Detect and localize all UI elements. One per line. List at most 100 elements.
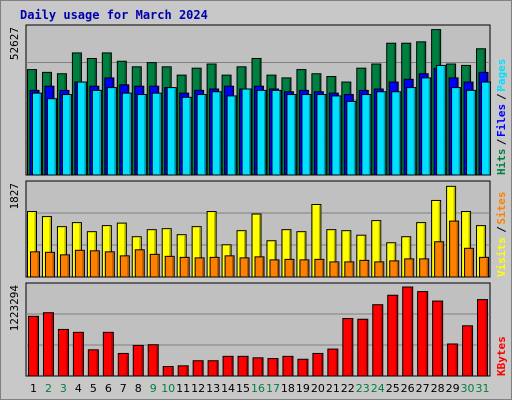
bar-kbytes-day-18 [282,355,294,377]
x-tick-label-day-4: 4 [75,382,82,395]
bar-kbytes-day-1 [28,315,39,377]
bar-kbytes-day-10-shade [171,367,173,375]
bar-sites-day-17-shade [276,260,279,276]
bar-kbytes-day-15 [237,355,249,377]
bar-pages-day-24-shade [383,92,386,174]
bar-kbytes-day-22-shade [350,319,353,375]
bar-sites-day-23 [359,259,370,278]
bar-kbytes-day-31 [477,299,489,377]
bar-pages-day-13 [211,91,222,176]
bar-kbytes-day-20-shade [320,354,323,375]
bar-visits-day-20-shade [318,205,321,276]
x-tick-label-day-11: 11 [176,382,190,395]
bar-sites-day-26-shade [411,259,414,276]
bar-sites-day-7 [119,255,130,278]
bar-sites-day-14-shade [232,256,234,276]
bar-pages-day-30 [466,89,477,176]
bar-kbytes-day-29-shade [455,344,458,375]
bar-pages-day-1 [32,92,42,176]
bar-pages-day-25-shade [398,92,401,174]
bar-sites-day-15-shade [247,258,249,276]
bar-sites-day-1-shade [37,252,39,276]
x-tick-label-day-17: 17 [266,382,280,395]
legend-pages: Pages [495,59,508,92]
bar-pages-day-18-shade [293,95,296,174]
bar-pages-day-25 [391,91,402,176]
bar-sites-day-6 [104,251,115,278]
bar-visits-day-1-shade [34,212,36,276]
x-tick-label-day-9: 9 [150,382,157,395]
bar-visits-day-19-shade [303,232,306,276]
bar-sites-day-12 [194,257,205,278]
bar-pages-day-11 [181,96,192,176]
bar-kbytes-day-16-shade [261,358,263,375]
bar-pages-day-2 [46,98,57,176]
bar-pages-day-28-shade [443,66,446,174]
bar-kbytes-day-6 [102,331,114,377]
ymax-label-kbytes: 1223294 [8,285,21,332]
bar-sites-day-14 [224,255,235,278]
bar-kbytes-day-28-shade [440,302,443,375]
bar-kbytes-day-4-shade [81,333,83,375]
x-tick-label-day-8: 8 [135,382,142,395]
bar-sites-day-23-shade [366,261,369,276]
bar-kbytes-day-5 [87,349,99,377]
x-tick-label-day-22: 22 [341,382,355,395]
bar-kbytes-day-27-shade [425,292,428,375]
bar-pages-day-14 [226,95,237,176]
bar-kbytes-day-9-shade [156,345,158,375]
bar-kbytes-day-7-shade [126,354,128,375]
bar-pages-day-27 [421,77,432,176]
bar-kbytes-day-7 [117,352,129,377]
x-tick-label-day-6: 6 [105,382,112,395]
bar-sites-day-22 [344,261,355,278]
bar-pages-day-22-shade [353,102,356,174]
bar-kbytes-day-20 [312,352,324,377]
bar-pages-day-19 [301,94,312,176]
bar-pages-day-29-shade [458,88,461,174]
bar-sites-day-22-shade [351,262,354,276]
bar-visits-day-11-shade [184,235,186,276]
x-tick-label-day-2: 2 [45,382,52,395]
bar-kbytes-day-14-shade [231,357,233,375]
bar-visits-day-10-shade [169,229,171,276]
bar-pages-day-26 [406,87,417,176]
bar-kbytes-day-21 [327,348,339,377]
bar-pages-day-7 [121,92,132,176]
bar-pages-day-5 [91,89,102,176]
bar-sites-day-12-shade [202,258,204,276]
bar-sites-day-30 [464,247,475,278]
bar-visits-day-6-shade [109,226,111,276]
bar-pages-day-6 [106,87,117,176]
bar-kbytes-day-19 [297,358,309,377]
bar-pages-day-15-shade [249,89,251,174]
ymax-label-hits-files-pages: 52627 [8,27,21,60]
bar-kbytes-day-17-shade [275,359,278,375]
bar-kbytes-day-29 [447,343,459,377]
bar-kbytes-day-22 [342,318,354,377]
bar-kbytes-day-23-shade [365,320,368,375]
bar-kbytes-day-1-shade [36,317,38,375]
bar-pages-day-23 [361,94,372,176]
bar-pages-day-21-shade [338,96,341,174]
bar-pages-day-5-shade [99,91,101,174]
bar-visits-day-17-shade [273,241,276,276]
bar-pages-day-3 [61,94,72,176]
bar-pages-day-13-shade [219,92,221,174]
x-tick-label-day-13: 13 [206,382,220,395]
bar-sites-day-16-shade [262,257,264,276]
bar-pages-day-26-shade [413,88,416,174]
x-tick-label-day-16: 16 [251,382,265,395]
bar-kbytes-day-16 [252,357,264,377]
bar-visits-day-24-shade [378,221,381,276]
bar-kbytes-day-11-shade [186,366,188,375]
bar-kbytes-day-25-shade [395,296,398,375]
bar-pages-day-2-shade [54,99,56,174]
bar-sites-day-20 [314,258,325,278]
bar-sites-day-11 [179,256,190,278]
x-tick-label-day-28: 28 [431,382,445,395]
bar-sites-day-10 [164,255,175,278]
bar-sites-day-21-shade [336,262,339,276]
